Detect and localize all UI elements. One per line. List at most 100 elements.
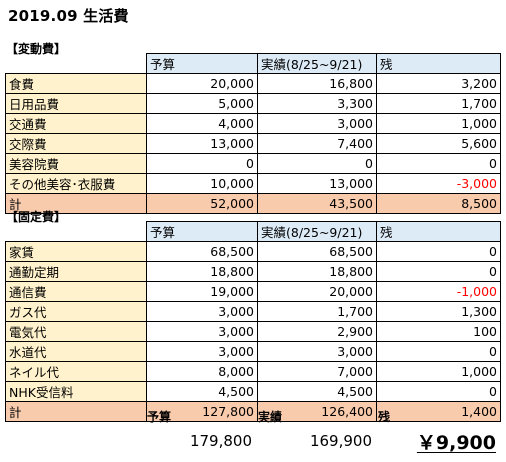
actual-cell[interactable]: 2,900 xyxy=(257,321,377,342)
budget-cell[interactable]: 13,000 xyxy=(146,133,258,154)
table-row: 交通費 4,000 3,000 1,000 xyxy=(5,113,501,134)
header-actual-cell[interactable]: 実績(8/25~9/21) xyxy=(257,53,377,74)
remain-cell[interactable]: 1,700 xyxy=(376,93,501,114)
row-label-cell[interactable]: 家賃 xyxy=(5,241,147,262)
total-label-cell[interactable]: 計 xyxy=(5,193,147,214)
remain-cell[interactable]: 1,000 xyxy=(376,113,501,134)
row-label-cell[interactable]: 交際費 xyxy=(5,133,147,154)
remain-cell[interactable]: 0 xyxy=(376,341,501,362)
budget-cell[interactable]: 20,000 xyxy=(146,73,258,94)
table-row: 交際費 13,000 7,400 5,600 xyxy=(5,133,501,154)
summary-remain-total: ￥9,900 xyxy=(416,432,496,454)
remain-cell[interactable]: 5,600 xyxy=(376,133,501,154)
row-label-cell[interactable]: ガス代 xyxy=(5,301,147,322)
row-label-cell[interactable]: 食費 xyxy=(5,73,147,94)
budget-cell[interactable]: 0 xyxy=(146,153,258,174)
total-row: 計 52,000 43,500 8,500 xyxy=(5,193,501,214)
variable-cost-table: 予算 実績(8/25~9/21) 残 食費 20,000 16,800 3,200 日用… xyxy=(5,53,501,214)
table-row: 食費 20,000 16,800 3,200 xyxy=(5,73,501,94)
table-row: ガス代 3,000 1,700 1,300 xyxy=(5,301,501,322)
actual-cell[interactable]: 0 xyxy=(257,153,377,174)
actual-cell[interactable]: 3,000 xyxy=(257,341,377,362)
actual-cell[interactable]: 1,700 xyxy=(257,301,377,322)
row-label-cell[interactable]: NHK受信料 xyxy=(5,381,147,402)
total-row: 計 127,800 126,400 1,400 xyxy=(5,401,501,422)
row-label-cell[interactable]: 美容院費 xyxy=(5,153,147,174)
table-row: 家賃 68,500 68,500 0 xyxy=(5,241,501,262)
summary-actual-value: 169,900 xyxy=(309,432,372,450)
row-label-cell[interactable]: 水道代 xyxy=(5,341,147,362)
remain-cell[interactable]: 0 xyxy=(376,241,501,262)
remain-cell[interactable]: 3,200 xyxy=(376,73,501,94)
total-budget-cell[interactable]: 127,800 xyxy=(146,401,258,422)
budget-cell[interactable]: 68,500 xyxy=(146,241,258,262)
actual-cell[interactable]: 68,500 xyxy=(257,241,377,262)
budget-cell[interactable]: 10,000 xyxy=(146,173,258,194)
row-label-cell[interactable]: 交通費 xyxy=(5,113,147,134)
actual-cell[interactable]: 20,000 xyxy=(257,281,377,302)
summary-budget-label: 予算 xyxy=(147,410,172,424)
remain-cell[interactable]: 0 xyxy=(376,153,501,174)
row-label-cell[interactable]: 日用品費 xyxy=(5,93,147,114)
fixed-cost-table: 予算 実績(8/25~9/21) 残 家賃 68,500 68,500 0 通勤定期 18… xyxy=(5,221,501,422)
header-budget-cell[interactable]: 予算 xyxy=(146,221,258,242)
budget-cell[interactable]: 3,000 xyxy=(146,321,258,342)
summary-budget-value: 179,800 xyxy=(189,432,252,450)
budget-cell[interactable]: 19,000 xyxy=(146,281,258,302)
row-label-cell[interactable]: 通勤定期 xyxy=(5,261,147,282)
total-actual-cell[interactable]: 43,500 xyxy=(257,193,377,214)
actual-cell[interactable]: 13,000 xyxy=(257,173,377,194)
total-budget-cell[interactable]: 52,000 xyxy=(146,193,258,214)
header-remain-cell[interactable]: 残 xyxy=(376,53,501,74)
remain-cell[interactable]: 100 xyxy=(376,321,501,342)
budget-cell[interactable]: 4,500 xyxy=(146,381,258,402)
total-remain-cell[interactable]: 1,400 xyxy=(376,401,501,422)
remain-cell[interactable]: 0 xyxy=(376,381,501,402)
actual-cell[interactable]: 3,000 xyxy=(257,113,377,134)
actual-cell[interactable]: 18,800 xyxy=(257,261,377,282)
table-row: 通信費 19,000 20,000 -1,000 xyxy=(5,281,501,302)
actual-cell[interactable]: 16,800 xyxy=(257,73,377,94)
budget-cell[interactable]: 3,000 xyxy=(146,301,258,322)
total-label-cell[interactable]: 計 xyxy=(5,401,147,422)
row-label-cell[interactable]: 電気代 xyxy=(5,321,147,342)
remain-cell[interactable]: 1,000 xyxy=(376,361,501,382)
table-header-row: 予算 実績(8/25~9/21) 残 xyxy=(6,53,501,74)
remain-cell[interactable]: 0 xyxy=(376,261,501,282)
actual-cell[interactable]: 4,500 xyxy=(257,381,377,402)
actual-cell[interactable]: 3,300 xyxy=(257,93,377,114)
budget-cell[interactable]: 4,000 xyxy=(146,113,258,134)
sheet-title: 2019.09 生活費 xyxy=(8,7,129,25)
table-row: NHK受信料 4,500 4,500 0 xyxy=(5,381,501,402)
table-row: 日用品費 5,000 3,300 1,700 xyxy=(5,93,501,114)
remain-cell[interactable]: 1,300 xyxy=(376,301,501,322)
summary-remain-label: 残 xyxy=(378,410,391,424)
row-label-cell[interactable]: 通信費 xyxy=(5,281,147,302)
table-row: その他美容･衣服費 10,000 13,000 -3,000 xyxy=(5,173,501,194)
variable-cost-section-label: 【変動費】 xyxy=(6,42,67,56)
total-remain-cell[interactable]: 8,500 xyxy=(376,193,501,214)
remain-cell[interactable]: -3,000 xyxy=(376,173,501,194)
row-label-cell[interactable]: その他美容･衣服費 xyxy=(5,173,147,194)
header-actual-cell[interactable]: 実績(8/25~9/21) xyxy=(257,221,377,242)
budget-cell[interactable]: 18,800 xyxy=(146,261,258,282)
summary-actual-label: 実績 xyxy=(258,410,283,424)
table-row: 水道代 3,000 3,000 0 xyxy=(5,341,501,362)
header-blank-cell xyxy=(6,222,147,242)
budget-cell[interactable]: 3,000 xyxy=(146,341,258,362)
row-label-cell[interactable]: ネイル代 xyxy=(5,361,147,382)
header-budget-cell[interactable]: 予算 xyxy=(146,53,258,74)
table-row: 電気代 3,000 2,900 100 xyxy=(5,321,501,342)
header-remain-cell[interactable]: 残 xyxy=(376,221,501,242)
table-row: 美容院費 0 0 0 xyxy=(5,153,501,174)
table-row: ネイル代 8,000 7,000 1,000 xyxy=(5,361,501,382)
budget-cell[interactable]: 8,000 xyxy=(146,361,258,382)
header-blank-cell xyxy=(6,54,147,74)
actual-cell[interactable]: 7,000 xyxy=(257,361,377,382)
total-actual-cell[interactable]: 126,400 xyxy=(257,401,377,422)
actual-cell[interactable]: 7,400 xyxy=(257,133,377,154)
table-header-row: 予算 実績(8/25~9/21) 残 xyxy=(6,221,501,242)
fixed-cost-section-label: 【固定費】 xyxy=(6,210,67,224)
remain-cell[interactable]: -1,000 xyxy=(376,281,501,302)
budget-cell[interactable]: 5,000 xyxy=(146,93,258,114)
